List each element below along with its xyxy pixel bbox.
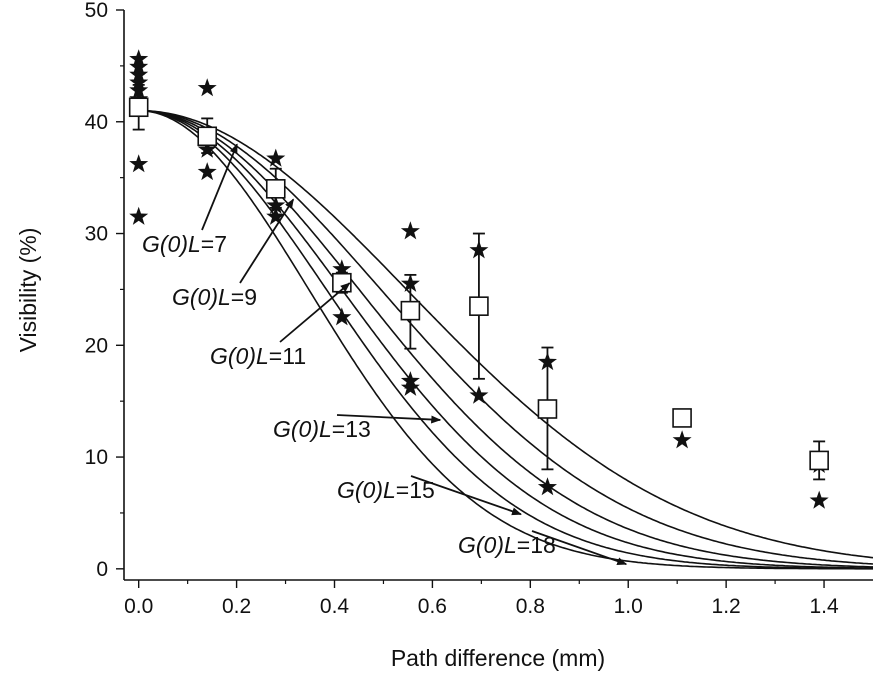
y-tick-label: 0 (96, 558, 108, 581)
curve-label: G(0)L=9 (172, 284, 257, 310)
curve-label: G(0)L=18 (458, 532, 556, 558)
star-marker (266, 195, 286, 214)
y-tick-label: 20 (85, 334, 108, 357)
square-marker (400, 300, 421, 321)
square-marker (672, 408, 692, 428)
x-tick-label: 1.4 (809, 595, 839, 618)
curve-label: G(0)L=15 (337, 477, 435, 503)
curve-label: G(0)L=13 (273, 416, 371, 442)
square-marker (537, 399, 558, 419)
fit-curve (138, 109, 873, 565)
star-marker (400, 273, 420, 292)
square-marker (469, 296, 489, 316)
x-tick-label: 0.8 (516, 595, 545, 618)
y-tick-label: 30 (85, 223, 108, 246)
star-marker (537, 352, 557, 371)
curve-annotations: G(0)L=7 G(0)L=9 G(0)L=11 G(0)L=13 G(0)L=15 G(… (142, 143, 628, 566)
x-tick-label: 1.2 (712, 595, 741, 618)
square-marker (265, 179, 286, 199)
star-marker (672, 430, 692, 449)
x-tick-label: 1.0 (614, 595, 643, 618)
y-tick-label: 10 (85, 446, 108, 469)
star-marker (809, 490, 829, 509)
fit-curve (138, 109, 873, 559)
x-tick-label: 0.2 (222, 595, 251, 618)
annotation-arrow (531, 530, 628, 566)
star-marker (129, 154, 149, 173)
star-marker (197, 78, 217, 97)
square-marker (809, 450, 829, 471)
x-tick-label: 0.0 (124, 595, 153, 618)
annotation-arrow (336, 414, 442, 424)
error-bars (132, 83, 826, 481)
annotation-arrow (239, 198, 295, 284)
star-marker (469, 385, 489, 404)
star-marker (197, 162, 217, 181)
square-marker (128, 97, 149, 118)
y-axis-title: Visibility (%) (15, 228, 41, 353)
fit-curve (138, 109, 873, 568)
star-marker (469, 240, 489, 259)
star-marker (400, 377, 420, 396)
star-marker (266, 148, 286, 167)
fit-curves (138, 109, 873, 570)
y-tick-label: 50 (85, 0, 108, 22)
axes: 0.0 0.2 0.4 0.6 0.8 1.0 1.2 1.4 0 10 20 30 40 50 (85, 0, 873, 618)
star-marker (332, 307, 352, 326)
fit-curve (138, 109, 873, 570)
square-marker (197, 126, 218, 147)
x-tick-label: 0.4 (320, 595, 350, 618)
curve-label: G(0)L=7 (142, 231, 227, 257)
annotation-arrow (279, 282, 351, 343)
star-marker (332, 259, 352, 278)
annotation-arrow (201, 143, 238, 231)
star-marker (197, 139, 217, 158)
annotation-arrow (410, 475, 522, 516)
star-marker (400, 221, 420, 240)
y-tick-label: 40 (85, 111, 108, 134)
star-marker (537, 477, 557, 496)
star-marker (129, 206, 149, 225)
x-tick-label: 0.6 (418, 595, 447, 618)
curve-label: G(0)L=11 (210, 343, 306, 369)
fit-curve (138, 109, 873, 569)
fit-curve (138, 109, 873, 570)
x-axis-title: Path difference (mm) (391, 645, 605, 671)
star-marker (266, 206, 286, 225)
